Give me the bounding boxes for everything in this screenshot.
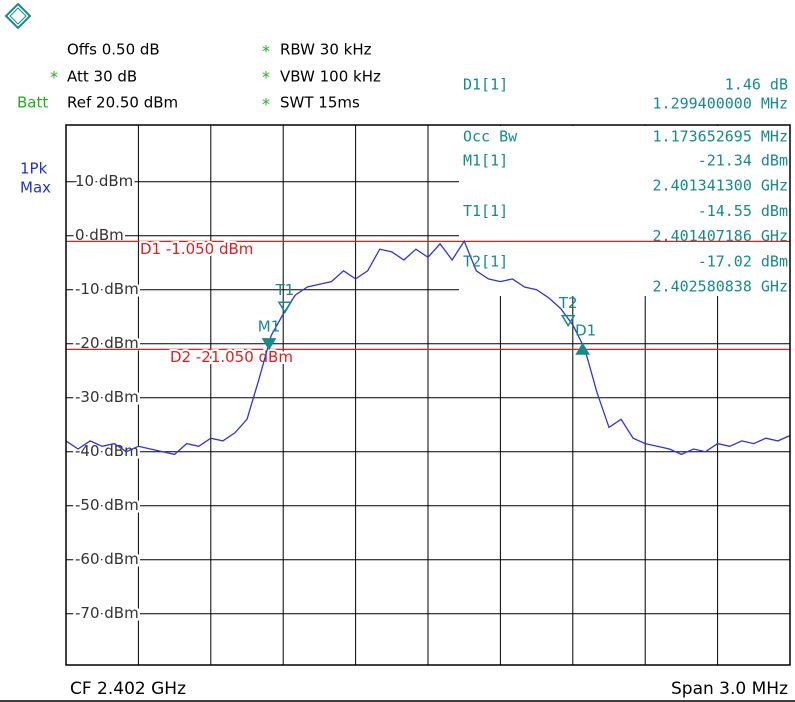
marker <box>277 301 293 314</box>
coupled-mark: * <box>262 42 270 61</box>
y-tick-label: 10 dBm <box>75 172 133 190</box>
marker-name: T1 <box>275 281 295 299</box>
y-tick-label: -40 dBm <box>75 442 139 460</box>
marker <box>560 314 576 328</box>
logo <box>4 2 32 30</box>
display-line-label: D1 -1.050 dBm <box>140 240 253 258</box>
y-tick-label: -10 dBm <box>75 280 139 298</box>
trace-label: 1Pk <box>20 160 48 178</box>
offset: Offs 0.50 dB <box>67 41 160 59</box>
coupled-mark: * <box>262 68 270 87</box>
rbw: RBW 30 kHz <box>280 41 372 59</box>
readout-value: 1.299400000 MHz <box>653 95 788 113</box>
readout-name: D1[1] <box>463 76 508 94</box>
readout-value: -17.02 dBm <box>698 253 788 271</box>
delta-marker <box>575 342 590 355</box>
battery: Batt <box>17 94 48 112</box>
y-tick-label: -50 dBm <box>75 496 139 514</box>
readout-name: Occ Bw <box>463 128 518 146</box>
display-line-label: D2 -21.050 dBm <box>170 348 293 366</box>
coupled-mark: * <box>262 95 270 114</box>
readout-name: M1[1] <box>463 152 508 170</box>
plot-frame <box>65 124 791 666</box>
marker <box>261 338 277 351</box>
reference-level: Ref 20.50 dBm <box>67 94 178 112</box>
readout-value: -14.55 dBm <box>698 202 788 220</box>
y-tick-label: -30 dBm <box>75 388 139 406</box>
trace <box>65 239 791 456</box>
readout-value: 2.401407186 GHz <box>653 227 788 245</box>
readout-value: 2.401341300 GHz <box>653 177 788 195</box>
marker-name: T2 <box>558 294 578 312</box>
vbw: VBW 100 kHz <box>280 68 381 86</box>
sweep-time: SWT 15ms <box>280 94 360 112</box>
marker-name: M1 <box>258 317 281 335</box>
trace-label: Max <box>20 179 51 197</box>
readout-value: 2.402580838 GHz <box>653 278 788 296</box>
attenuation: Att 30 dB <box>67 68 137 86</box>
readout-value: -21.34 dBm <box>698 152 788 170</box>
readout-value: 1.46 dB <box>725 76 788 94</box>
delta-marker-name: D1 <box>575 322 596 340</box>
span: Span 3.0 MHz <box>671 679 788 699</box>
coupled-mark: * <box>50 68 58 87</box>
center-frequency: CF 2.402 GHz <box>70 679 186 699</box>
readout-name: T2[1] <box>463 253 508 271</box>
y-tick-label: -60 dBm <box>75 550 139 568</box>
readout-value: 1.173652695 MHz <box>653 128 788 146</box>
readout-name: T1[1] <box>463 202 508 220</box>
y-tick-label: -70 dBm <box>75 604 139 622</box>
readout-box <box>459 126 790 296</box>
